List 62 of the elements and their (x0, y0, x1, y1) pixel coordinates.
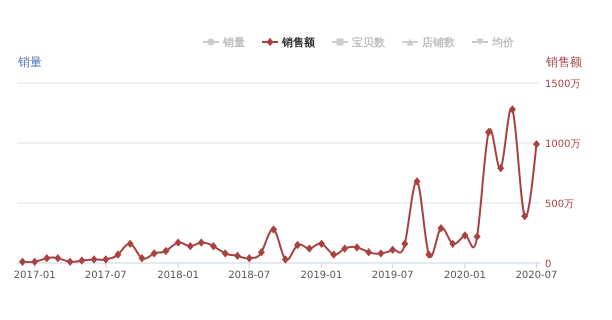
x-tick-label: 2017-07 (84, 270, 127, 281)
point (43, 254, 50, 262)
y2-tick-label: 1500万 (545, 79, 580, 90)
point (162, 246, 170, 256)
point (532, 140, 540, 148)
point (365, 248, 372, 256)
point (234, 252, 241, 260)
legend-label: 宝贝数 (352, 36, 386, 49)
point (389, 246, 396, 254)
y2-tick-label: 500万 (545, 199, 574, 210)
point (318, 240, 326, 248)
y2-axis-title: 销售额 (545, 55, 582, 69)
legend-label: 店铺数 (421, 36, 456, 49)
point (198, 238, 205, 247)
point (102, 255, 110, 264)
x-tick-label: 2020-07 (516, 270, 558, 281)
point (31, 258, 38, 266)
legend-label: 均价 (491, 36, 515, 49)
point (437, 224, 444, 232)
point (150, 249, 158, 258)
y2-tick-label: 1000万 (545, 139, 580, 150)
point (401, 240, 408, 248)
point (210, 242, 217, 250)
point (425, 250, 432, 259)
y-axis-title: 销量 (17, 55, 42, 69)
point (138, 254, 146, 262)
point (66, 258, 74, 266)
point (78, 256, 86, 265)
x-tick-label: 2019-07 (372, 270, 414, 281)
point (258, 248, 265, 256)
point (174, 238, 182, 247)
point (222, 249, 229, 258)
point (54, 254, 62, 262)
point (474, 232, 481, 241)
point (377, 249, 384, 258)
point (306, 244, 313, 253)
point (90, 255, 98, 264)
point (294, 240, 302, 250)
point (330, 250, 338, 259)
point (126, 240, 134, 248)
x-tick-label: 2018-07 (228, 270, 270, 281)
point (114, 250, 122, 259)
legend-label: 销量 (222, 36, 245, 49)
point (508, 105, 516, 114)
point (521, 212, 528, 220)
y2-tick-label: 0 (545, 259, 552, 270)
point (414, 177, 421, 186)
x-tick-label: 2018-01 (157, 270, 200, 281)
legend-label: 销售额 (281, 36, 316, 49)
x-tick-label: 2019-01 (300, 270, 342, 281)
x-tick-label: 2020-01 (444, 270, 486, 281)
point (282, 255, 289, 264)
point (449, 240, 456, 248)
point (186, 242, 194, 250)
point (19, 258, 26, 266)
point (497, 164, 504, 172)
point (461, 231, 468, 240)
point (353, 243, 360, 252)
x-tick-label: 2017-01 (14, 270, 56, 281)
point (341, 244, 348, 253)
point (270, 225, 278, 234)
point (246, 254, 253, 262)
